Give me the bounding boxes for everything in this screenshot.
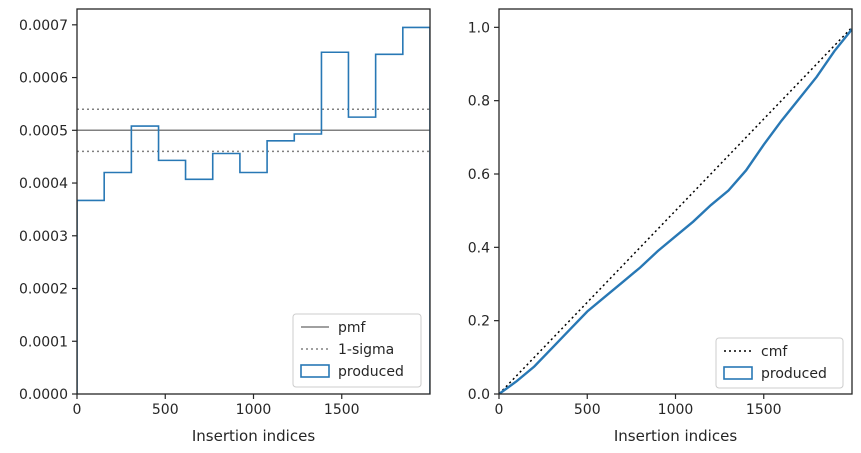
y-tick-label: 0.0001 bbox=[19, 334, 68, 350]
plot-area bbox=[499, 26, 852, 394]
y-tick-label: 0.2 bbox=[468, 314, 490, 330]
legend-label: cmf bbox=[761, 344, 788, 360]
x-tick-label: 1500 bbox=[324, 402, 360, 418]
plot-area bbox=[77, 26, 430, 394]
y-tick-label: 0.6 bbox=[468, 167, 490, 183]
left-panel: 0 500 1000 1500 0.0000 0.0001 0.0002 0.0003 0.00… bbox=[19, 8, 431, 445]
y-tick-label: 0.0006 bbox=[19, 71, 68, 87]
axes-frame bbox=[498, 8, 853, 395]
legend-box bbox=[715, 337, 844, 389]
x-axis-label: Insertion indices bbox=[192, 427, 315, 445]
y-tick-label: 0.0003 bbox=[19, 229, 68, 245]
legend-label: produced bbox=[761, 366, 827, 382]
legend-box bbox=[292, 313, 422, 388]
x-axis-label: Insertion indices bbox=[614, 427, 737, 445]
y-tick-label: 0.0007 bbox=[19, 18, 68, 34]
y-tick-label: 0.0004 bbox=[19, 176, 68, 192]
legend-swatch-produced bbox=[300, 364, 330, 378]
produced-histogram bbox=[77, 26, 430, 394]
x-tick-label: 0 bbox=[495, 402, 504, 418]
y-tick-label: 0.0000 bbox=[19, 387, 68, 403]
produced-cumulative-line bbox=[499, 28, 852, 394]
legend-label: 1-sigma bbox=[338, 342, 394, 358]
legend: pmf 1-sigma produced bbox=[292, 313, 422, 388]
legend-label: pmf bbox=[338, 320, 367, 336]
y-tick-label: 0.4 bbox=[468, 240, 490, 256]
y-tick-label: 0.0002 bbox=[19, 282, 68, 298]
legend: cmf produced bbox=[715, 337, 844, 389]
x-tick-label: 1000 bbox=[236, 402, 272, 418]
x-tick-label: 1000 bbox=[658, 402, 694, 418]
y-tick-label: 1.0 bbox=[468, 20, 490, 36]
y-tick-label: 0.0 bbox=[468, 387, 490, 403]
right-panel: 0 500 1000 1500 0.0 0.2 0.4 0.6 0.8 1.0 Insertion … bbox=[468, 8, 853, 445]
legend-label: produced bbox=[338, 364, 404, 380]
legend-swatch-produced bbox=[723, 366, 753, 380]
y-tick-label: 0.0005 bbox=[19, 123, 68, 139]
x-tick-label: 0 bbox=[73, 402, 82, 418]
y-tick-label: 0.8 bbox=[468, 94, 490, 110]
x-tick-label: 1500 bbox=[746, 402, 782, 418]
x-tick-label: 500 bbox=[574, 402, 601, 418]
x-tick-label: 500 bbox=[152, 402, 179, 418]
